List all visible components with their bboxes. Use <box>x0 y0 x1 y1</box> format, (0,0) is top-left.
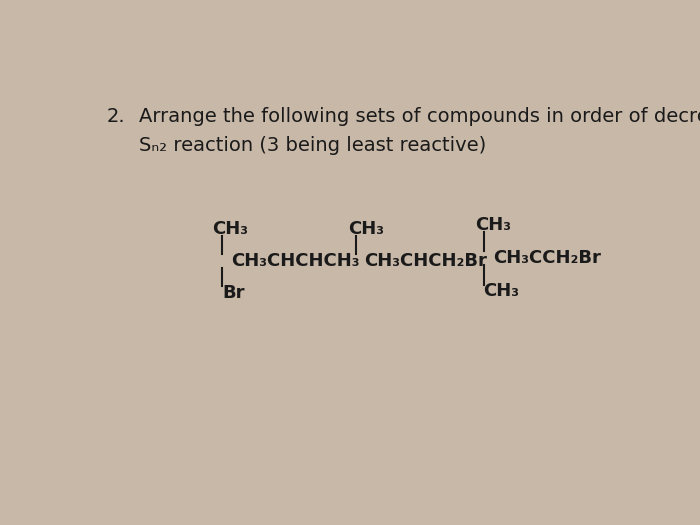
Text: CH₃CCH₂Br: CH₃CCH₂Br <box>493 249 601 267</box>
Text: CH₃: CH₃ <box>475 216 512 234</box>
Text: CH₃: CH₃ <box>212 220 248 238</box>
Text: CH₃: CH₃ <box>484 282 519 300</box>
Text: 2.: 2. <box>106 108 125 127</box>
Text: CH₃CHCH₂Br: CH₃CHCH₂Br <box>364 252 487 270</box>
Text: CH₃CHCHCH₃: CH₃CHCHCH₃ <box>231 252 360 270</box>
Text: Arrange the following sets of compounds in order of decreasing reactivity in: Arrange the following sets of compounds … <box>139 108 700 127</box>
Text: CH₃: CH₃ <box>348 220 384 238</box>
Text: Sₙ₂ reaction (3 being least reactive): Sₙ₂ reaction (3 being least reactive) <box>139 136 486 155</box>
Text: Br: Br <box>222 284 244 302</box>
